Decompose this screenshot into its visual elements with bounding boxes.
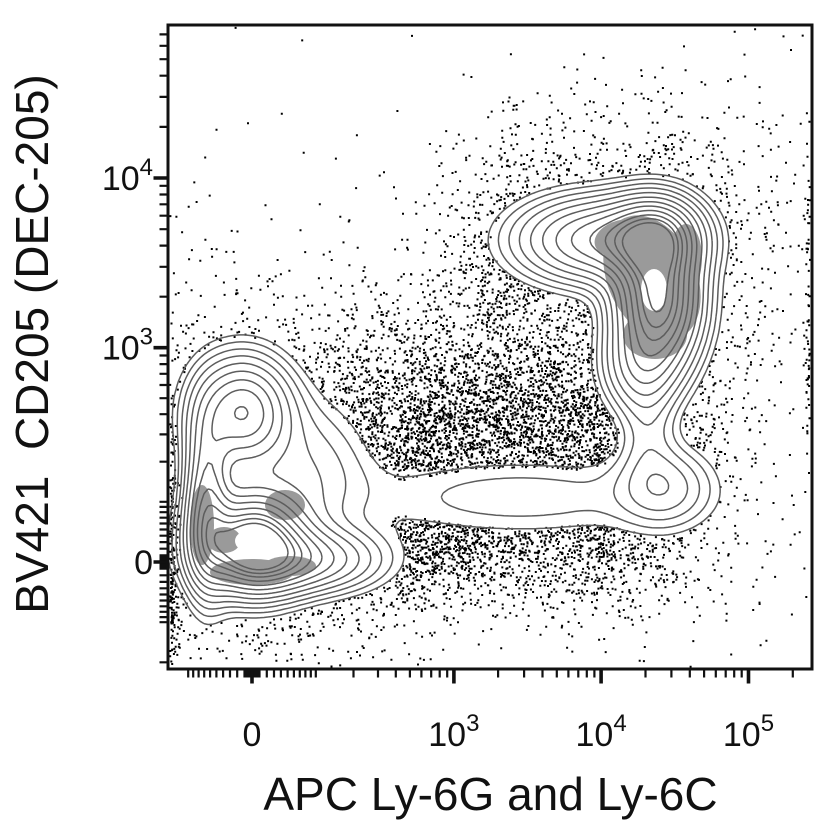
contour-lines-layer	[168, 173, 730, 626]
y-tick-label: 103	[102, 324, 153, 368]
x-tick-label: 105	[723, 710, 774, 754]
contour-level-line	[196, 209, 688, 582]
contour-level-line	[179, 187, 713, 605]
contour-level-line	[189, 200, 698, 591]
contour-level-line	[192, 205, 693, 587]
contour-level-line	[182, 191, 708, 600]
contour-level-line	[205, 217, 679, 575]
contour-level-line	[200, 214, 684, 578]
x-axis-title: APC Ly-6G and Ly-6C	[263, 768, 718, 820]
x-tick-label: 104	[576, 710, 627, 754]
y-tick-label: 104	[102, 154, 153, 198]
scatter-dots-layer	[169, 26, 811, 668]
x-tick-label: 0	[243, 716, 262, 754]
y-axis-title: BV421 CD205 (DEC-205)	[6, 74, 58, 614]
plot-border	[166, 23, 814, 671]
contour-level-line	[168, 173, 730, 626]
major-ticks	[153, 176, 751, 684]
contour-level-line	[186, 196, 703, 595]
peak-center-hole	[641, 269, 667, 311]
event-dots	[169, 26, 811, 668]
contour-level-line	[213, 222, 675, 571]
y-tick-label: 0	[134, 544, 153, 582]
contour-level-line	[171, 178, 724, 618]
contour-level-line	[175, 182, 719, 610]
x-tick-label: 103	[428, 710, 479, 754]
peak-center-hole	[235, 530, 265, 552]
high-density-fill	[623, 311, 687, 359]
